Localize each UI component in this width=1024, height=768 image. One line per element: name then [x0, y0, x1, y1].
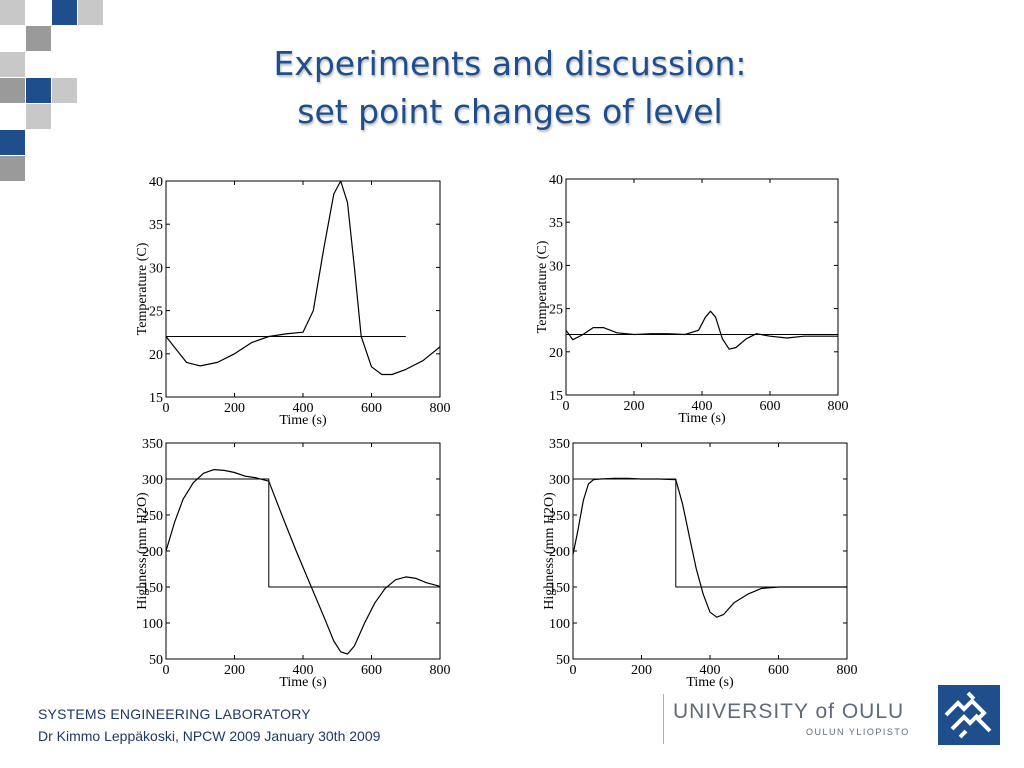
x-tick-label: 800: [430, 663, 451, 678]
x-tick-label: 600: [361, 401, 382, 416]
decor-square: [26, 26, 51, 51]
y-tick-label: 25: [549, 303, 563, 318]
x-axis-label: Time (s): [279, 413, 327, 428]
x-tick-label: 200: [624, 399, 645, 414]
series-setpoint-line: [166, 478, 440, 588]
y-tick-label: 100: [142, 617, 163, 632]
footer-lab: SYSTEMS ENGINEERING LABORATORY: [38, 706, 311, 722]
y-tick-label: 200: [549, 545, 570, 560]
x-tick-label: 400: [293, 401, 314, 416]
series-response-line: [572, 477, 847, 618]
y-tick-label: 300: [142, 473, 163, 488]
y-tick-label: 35: [149, 218, 163, 233]
chart-highness-right: 0 200 400 600 800 50 100 150 200 250 300 350 Time (s…: [542, 437, 858, 690]
plot-frame: [572, 442, 848, 660]
x-tick-label: 600: [361, 663, 382, 678]
plot-frame: [165, 442, 441, 660]
footer-author: Dr Kimmo Leppäkoski, NPCW 2009 January 3…: [38, 728, 381, 744]
y-tick-label: 50: [556, 653, 570, 668]
university-subtitle: OULUN YLIOPISTO: [806, 727, 910, 737]
decor-square: [0, 156, 25, 181]
x-tick-label: 0: [563, 399, 570, 414]
y-tick-label: 20: [549, 346, 563, 361]
y-tick-label: 350: [142, 437, 163, 452]
y-tick-label: 200: [142, 545, 163, 560]
decor-square: [26, 78, 51, 103]
x-tick-label: 0: [163, 663, 170, 678]
chart-highness-left: 0 200 400 600 800 50 100 150 200 250 300 350 Time (s…: [135, 437, 451, 690]
series-response-line: [165, 180, 441, 376]
decor-square: [0, 52, 25, 77]
chart-temperature-right: 0 200 400 600 800 15 20 25 30 35 40 Time (s) Tempera…: [535, 173, 849, 426]
slide-title-line1: Experiments and discussion:: [273, 44, 747, 83]
y-tick-label: 250: [549, 509, 570, 524]
y-tick-label: 30: [549, 259, 563, 274]
x-tick-label: 800: [430, 401, 451, 416]
decor-square: [52, 0, 77, 25]
x-tick-label: 400: [293, 663, 314, 678]
y-axis-label: Temperature (C): [535, 240, 550, 333]
university-name: UNIVERSITY of OULU: [673, 700, 905, 723]
x-tick-label: 600: [768, 663, 789, 678]
y-tick-label: 300: [549, 473, 570, 488]
y-tick-label: 15: [549, 389, 563, 404]
chart-temperature-left: 0 200 400 600 800 15 20 25 30 35 40 Time (s) Tempera…: [135, 175, 451, 428]
y-tick-label: 150: [549, 581, 570, 596]
decor-square: [0, 130, 25, 155]
series-response-line: [165, 469, 441, 655]
x-tick-label: 0: [163, 401, 170, 416]
x-tick-label: 600: [760, 399, 781, 414]
y-axis-label: Highness (mm H2O): [542, 492, 557, 610]
y-axis-label: Temperature (C): [135, 242, 150, 335]
x-tick-label: 200: [224, 401, 245, 416]
y-tick-label: 20: [149, 348, 163, 363]
university-crest-icon: [938, 685, 1000, 745]
decor-square: [0, 78, 25, 103]
slide-title-line2: set point changes of level: [297, 92, 723, 131]
decor-square: [26, 104, 51, 129]
y-tick-label: 35: [549, 216, 563, 231]
y-tick-label: 350: [549, 437, 570, 452]
decor-square: [0, 0, 25, 25]
y-tick-label: 150: [142, 581, 163, 596]
x-tick-label: 0: [570, 663, 577, 678]
footer-divider: [663, 694, 664, 744]
x-axis-label: Time (s): [279, 675, 327, 690]
y-tick-label: 15: [149, 391, 163, 406]
series-setpoint-line: [573, 478, 847, 588]
y-tick-label: 25: [149, 305, 163, 320]
x-tick-label: 400: [692, 399, 713, 414]
y-tick-label: 40: [149, 175, 163, 190]
y-tick-label: 30: [149, 261, 163, 276]
y-axis-label: Highness (mm H2O): [135, 492, 150, 610]
slide-title: Experiments and discussion: set point ch…: [120, 40, 900, 136]
x-tick-label: 400: [700, 663, 721, 678]
x-tick-label: 800: [828, 399, 849, 414]
y-tick-label: 250: [142, 509, 163, 524]
decor-square: [78, 0, 103, 25]
y-tick-label: 100: [549, 617, 570, 632]
series-response-line: [565, 310, 838, 350]
y-tick-label: 50: [149, 653, 163, 668]
x-tick-label: 200: [631, 663, 652, 678]
x-tick-label: 200: [224, 663, 245, 678]
x-axis-label: Time (s): [678, 411, 726, 426]
x-tick-label: 800: [837, 663, 858, 678]
plot-frame: [565, 178, 839, 396]
decor-square: [52, 78, 77, 103]
y-tick-label: 40: [549, 173, 563, 188]
x-axis-label: Time (s): [686, 675, 734, 690]
